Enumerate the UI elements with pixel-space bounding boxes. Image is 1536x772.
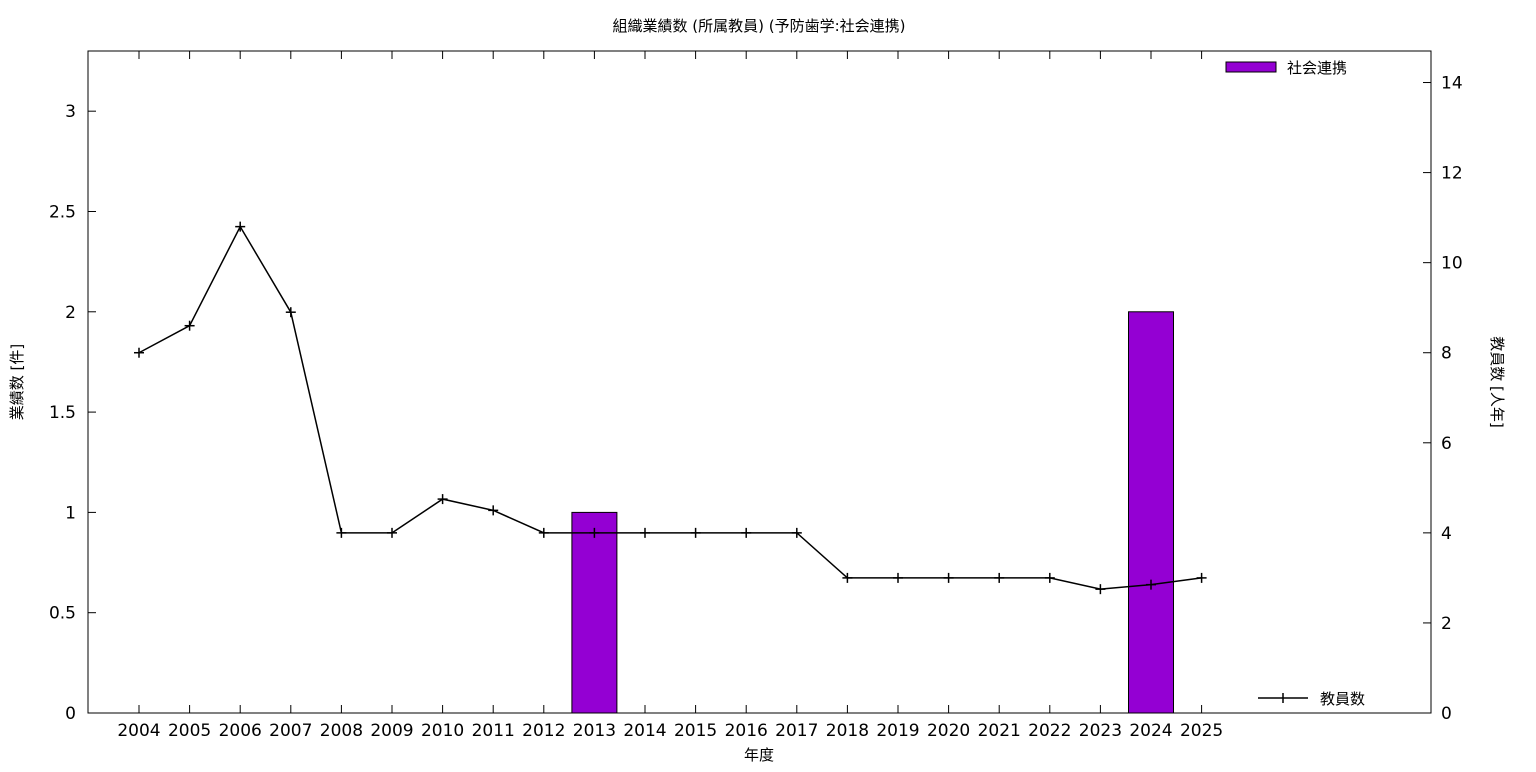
x-tick-label: 2006 <box>219 721 262 741</box>
line-point-2007 <box>285 307 296 318</box>
x-tick-label: 2017 <box>775 721 818 741</box>
line-point-2015 <box>690 527 701 538</box>
bar-2013 <box>571 511 618 714</box>
x-tick-label: 2012 <box>522 721 565 741</box>
y-left-tick-label: 0.5 <box>49 604 76 624</box>
y-left-tick-label: 1 <box>65 503 76 523</box>
y-right-tick-label: 4 <box>1441 524 1452 544</box>
legend-swatch-bar <box>1225 61 1277 73</box>
x-tick-label: 2007 <box>269 721 312 741</box>
x-tick-label: 2016 <box>725 721 768 741</box>
x-tick-label: 2014 <box>623 721 666 741</box>
line-point-2024 <box>1146 579 1156 590</box>
x-tick-label: 2019 <box>876 721 919 741</box>
line-point-2025 <box>1196 572 1207 583</box>
line-point-2006 <box>235 221 246 232</box>
line-point-2016 <box>741 527 752 538</box>
y-right-tick-label: 0 <box>1441 704 1452 724</box>
x-tick-label: 2024 <box>1129 721 1172 741</box>
line-point-2011 <box>488 505 499 516</box>
y-left-tick-label: 2 <box>65 303 76 323</box>
y-right-axis-title: 教員数 [人年] <box>1488 336 1506 427</box>
y-right-tick-label: 14 <box>1441 74 1463 94</box>
line-point-2023 <box>1095 584 1106 595</box>
line-point-2019 <box>893 572 903 583</box>
line-point-2009 <box>387 527 397 538</box>
x-tick-label: 2008 <box>320 721 363 741</box>
y-right-tick-label: 12 <box>1441 164 1463 184</box>
x-tick-label: 2010 <box>421 721 464 741</box>
line-point-2021 <box>994 572 1005 583</box>
x-tick-label: 2011 <box>472 721 515 741</box>
y-left-tick-label: 2.5 <box>49 202 76 222</box>
x-tick-label: 2020 <box>927 721 970 741</box>
chart-title: 組織業績数 (所属教員) (予防歯学:社会連携) <box>613 17 906 35</box>
line-point-2022 <box>1044 572 1055 583</box>
x-tick-label: 2021 <box>978 721 1021 741</box>
line-point-2005 <box>184 320 195 331</box>
y-left-tick-label: 0 <box>65 704 76 724</box>
x-tick-label: 2004 <box>117 721 160 741</box>
legend-label-bar: 社会連携 <box>1287 59 1347 77</box>
y-left-tick-label: 1.5 <box>49 403 76 423</box>
y-right-tick-label: 2 <box>1441 614 1452 634</box>
x-tick-label: 2015 <box>674 721 717 741</box>
line-point-2020 <box>943 572 954 583</box>
x-tick-label: 2005 <box>168 721 211 741</box>
legend-label-line: 教員数 <box>1320 690 1365 708</box>
x-tick-label: 2022 <box>1028 721 1071 741</box>
x-tick-label: 2025 <box>1180 721 1223 741</box>
x-tick-label: 2013 <box>573 721 616 741</box>
line-point-2012 <box>538 527 549 538</box>
line-point-2010 <box>437 494 448 505</box>
y-right-tick-label: 6 <box>1441 434 1452 454</box>
plot-frame <box>87 50 1432 714</box>
line-point-2004 <box>134 347 144 358</box>
line-point-2013 <box>589 527 600 538</box>
bar-2024 <box>1128 311 1174 714</box>
plot-layer: 0 0.5 1 1.5 2 2.5 3 0 2 4 6 8 10 12 14 2004 2005 2006 2007… <box>49 51 1463 741</box>
x-tick-label: 2023 <box>1079 721 1122 741</box>
x-tick-label: 2018 <box>826 721 869 741</box>
line-series-faculty <box>138 225 1202 590</box>
line-point-2008 <box>336 527 347 538</box>
y-left-axis-title: 業績数 [件] <box>8 344 26 420</box>
y-right-tick-label: 10 <box>1441 254 1463 274</box>
line-point-2014 <box>640 527 650 538</box>
y-left-tick-label: 3 <box>65 102 76 122</box>
line-point-2018 <box>842 572 853 583</box>
x-tick-label: 2009 <box>370 721 413 741</box>
line-point-2017 <box>791 527 802 538</box>
y-right-tick-label: 8 <box>1441 344 1452 364</box>
x-axis-title: 年度 <box>744 746 774 764</box>
